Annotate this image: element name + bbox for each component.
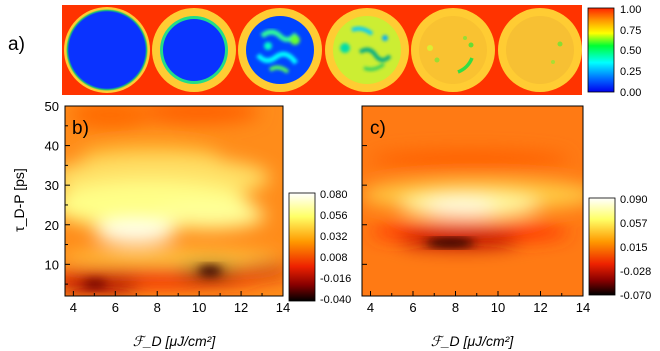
heatmap-b <box>65 106 283 296</box>
y-tick-label: 30 <box>45 178 59 193</box>
axis-ticks-c: 4 6 8 10 12 14 <box>362 105 590 315</box>
x-tick-label: 4 <box>367 300 374 315</box>
colorbar-a-tick: 0.00 <box>620 87 641 99</box>
y-tick-label: 40 <box>45 139 59 154</box>
panel-c: c) 4 6 8 10 12 14 0.090 0.057 0.015 -0.028 -0… <box>361 105 651 315</box>
x-tick-label: 6 <box>409 300 416 315</box>
x-axis-label-c: ℱ_D [μJ/cm²] <box>431 333 515 349</box>
colorbar-c-tick: 0.015 <box>620 242 648 254</box>
x-tick-label: 4 <box>70 300 77 315</box>
colorbar-c-tick: 0.057 <box>620 218 648 230</box>
y-tick-label: 50 <box>45 99 59 114</box>
y-axis-label: τ_D-P [ps] <box>11 168 27 232</box>
plot-frame-c <box>361 105 584 297</box>
circle-3 <box>238 8 322 92</box>
colorbar-c-tick: 0.090 <box>620 194 648 206</box>
colorbar-a-tick: 0.75 <box>620 25 641 37</box>
colorbar-c-tick: -0.070 <box>620 290 651 302</box>
colorbar-a-tick: 0.25 <box>620 66 641 78</box>
colorbar-c-tick: -0.028 <box>620 266 651 278</box>
panel-a-label: a) <box>8 34 25 55</box>
axis-ticks-b: 4 6 8 10 12 14 10 20 30 40 50 <box>45 99 291 315</box>
x-axis-label-b: ℱ_D [μJ/cm²] <box>133 333 217 349</box>
circle-2 <box>152 8 236 92</box>
panel-a: a) <box>8 4 641 99</box>
x-tick-label: 8 <box>452 300 459 315</box>
circle-1 <box>64 7 150 93</box>
x-tick-label: 8 <box>154 300 161 315</box>
colorbar-b-tick: -0.040 <box>320 294 351 306</box>
colorbar-a-tick: 1.00 <box>620 4 641 16</box>
colorbar-b-tick: 0.008 <box>320 252 348 264</box>
x-tick-label: 14 <box>576 300 590 315</box>
colorbar-b-tick: 0.032 <box>320 231 348 243</box>
colorbar-b-tick: -0.016 <box>320 273 351 285</box>
panel-b-label: b) <box>72 118 89 139</box>
colorbar-c: 0.090 0.057 0.015 -0.028 -0.070 <box>588 194 651 302</box>
x-tick-label: 12 <box>234 300 248 315</box>
panel-c-label: c) <box>370 118 386 139</box>
plot-frame-b <box>64 105 284 297</box>
x-tick-label: 10 <box>491 300 505 315</box>
colorbar-a: 1.00 0.75 0.50 0.25 0.00 <box>587 4 641 99</box>
heatmap-c <box>362 106 583 296</box>
colorbar-b-tick: 0.056 <box>320 210 348 222</box>
x-tick-label: 14 <box>276 300 290 315</box>
y-tick-label: 20 <box>45 218 59 233</box>
x-tick-label: 12 <box>533 300 547 315</box>
circle-4 <box>325 8 409 92</box>
colorbar-b-tick: 0.080 <box>320 189 348 201</box>
colorbar-b: 0.080 0.056 0.032 0.008 -0.016 -0.040 <box>288 189 351 306</box>
colorbar-a-tick: 0.50 <box>620 45 641 57</box>
circle-6 <box>498 8 582 92</box>
x-tick-label: 10 <box>192 300 206 315</box>
panel-b: b) 4 6 8 10 12 14 10 20 30 40 50 0.080 0.056 0.032… <box>45 99 352 315</box>
y-tick-label: 10 <box>45 257 59 272</box>
x-tick-label: 6 <box>112 300 119 315</box>
circle-5 <box>411 8 495 92</box>
